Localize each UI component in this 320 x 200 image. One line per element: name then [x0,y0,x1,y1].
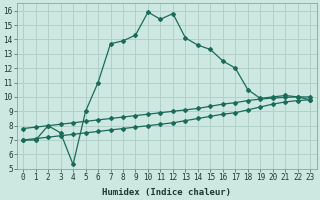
X-axis label: Humidex (Indice chaleur): Humidex (Indice chaleur) [102,188,231,197]
